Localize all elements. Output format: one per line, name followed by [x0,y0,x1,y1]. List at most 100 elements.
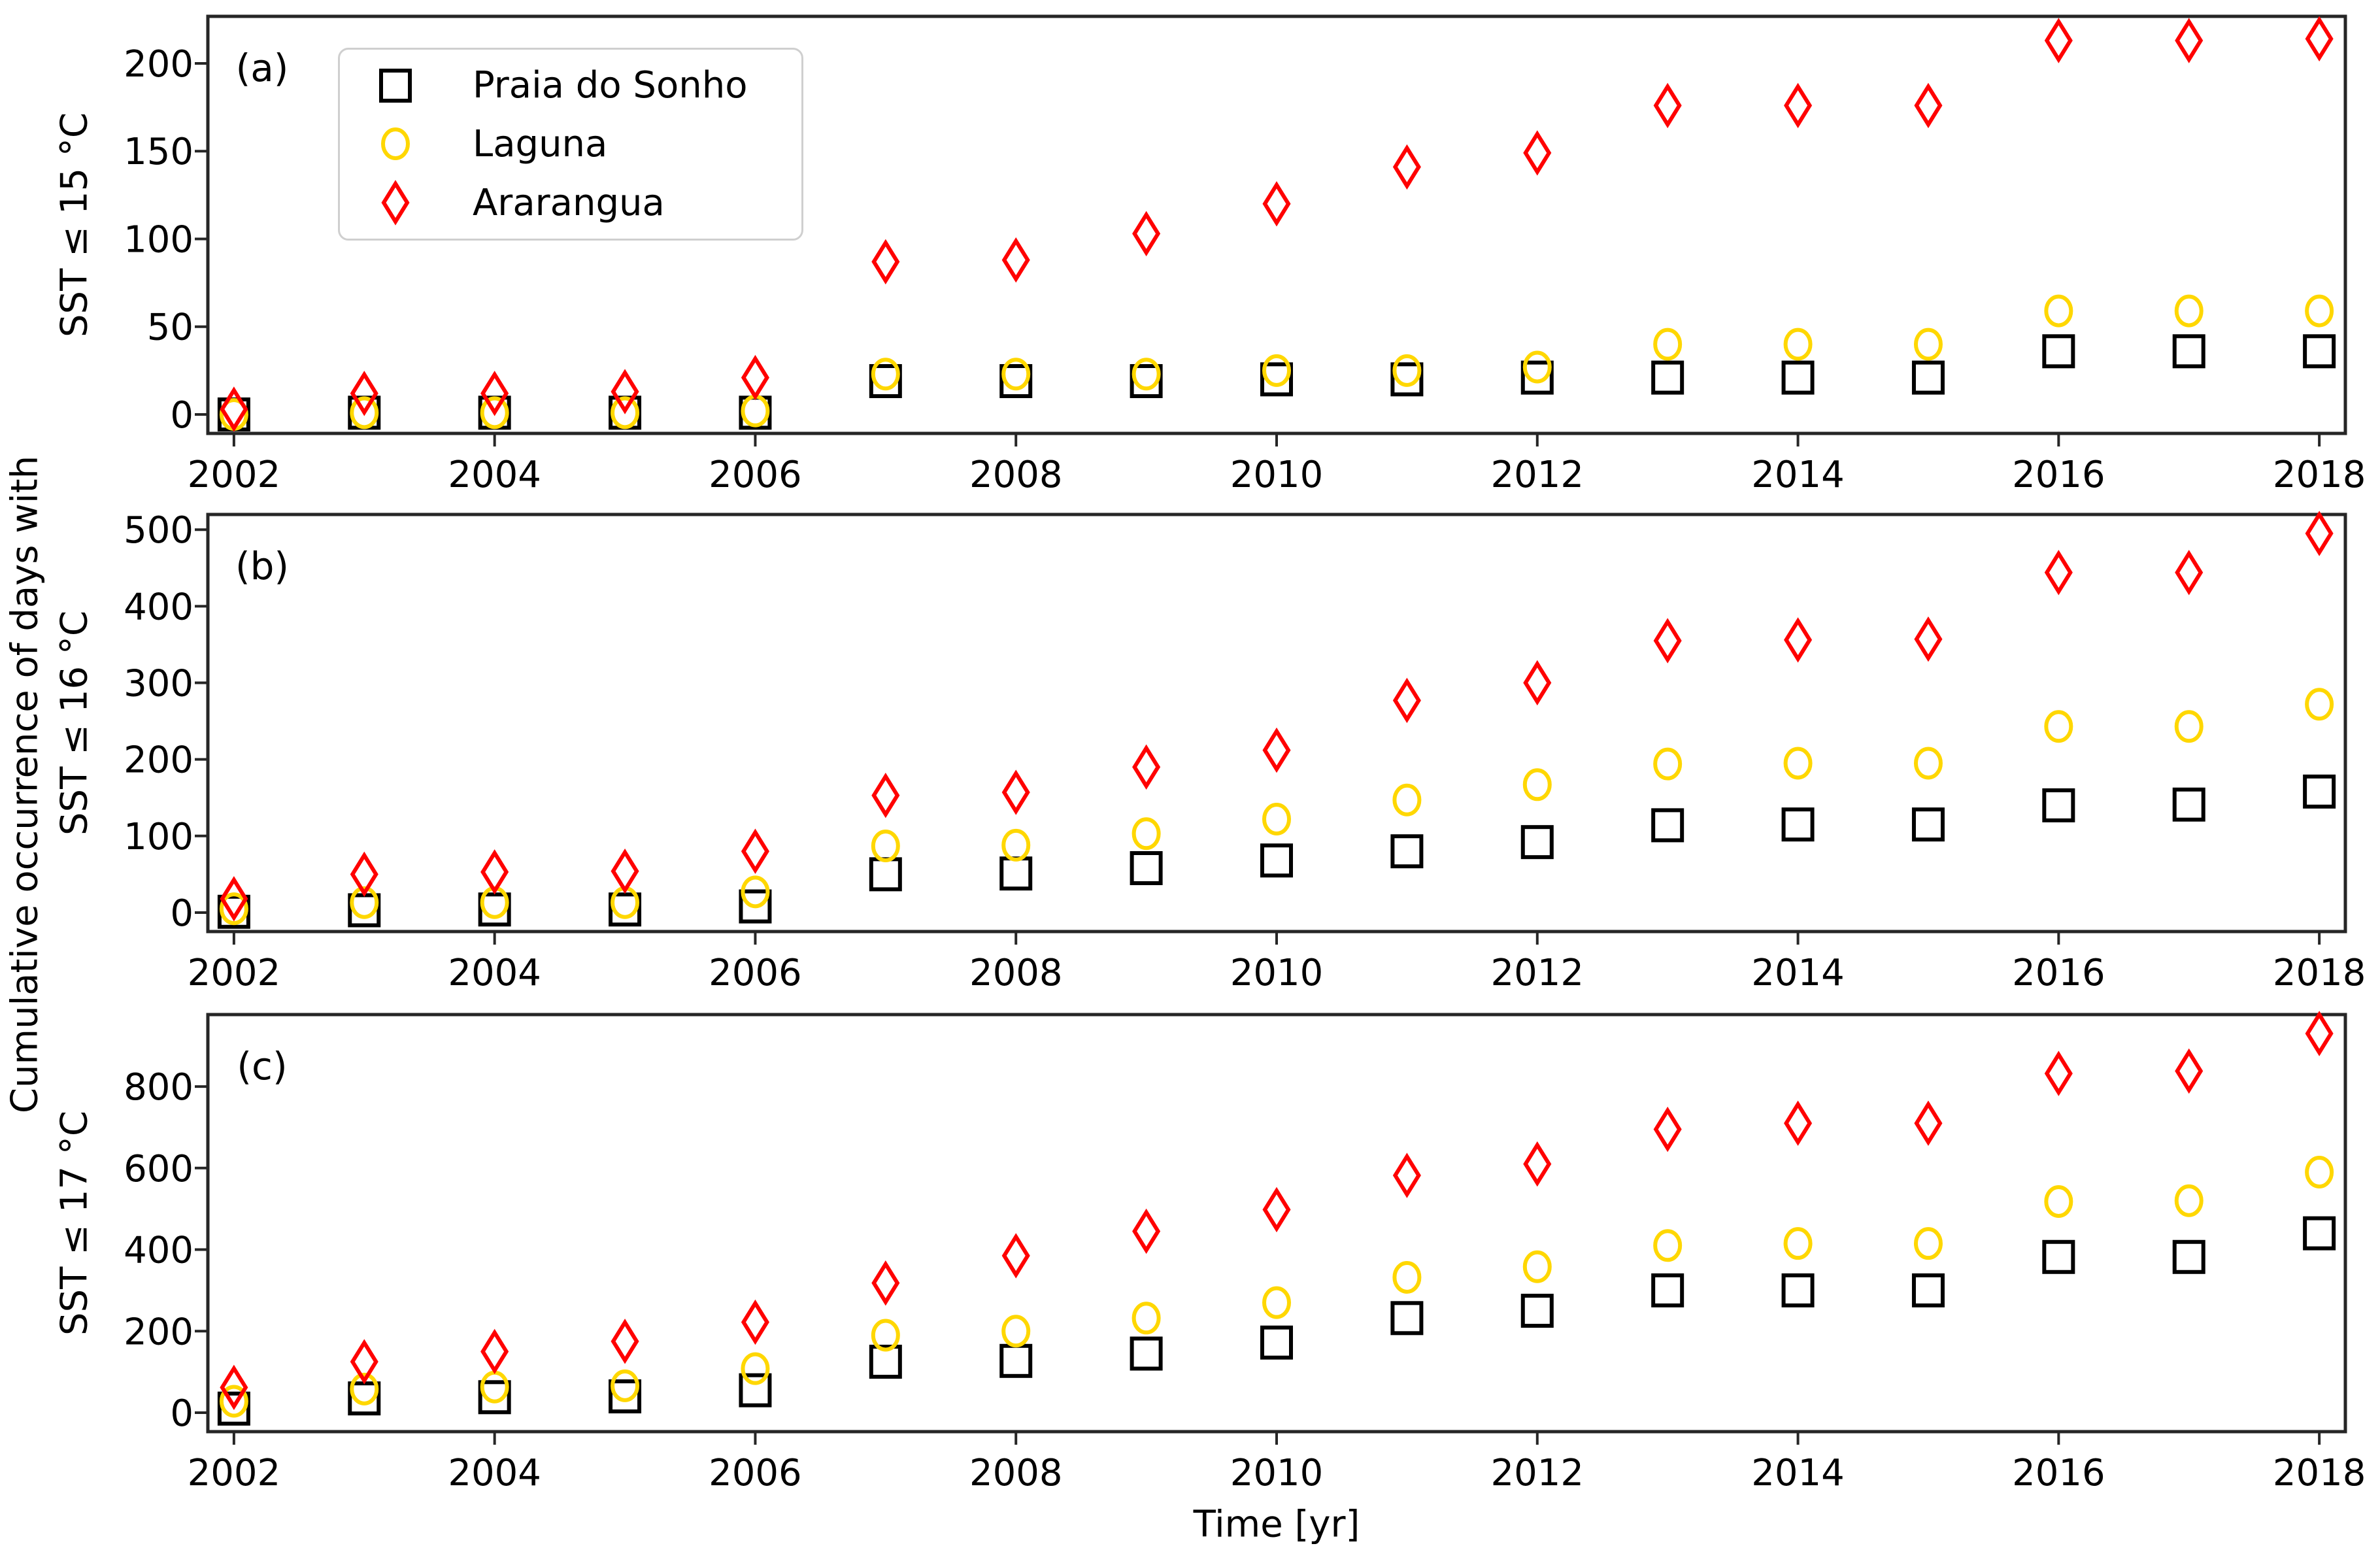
diamond-marker [1653,82,1682,129]
x-tick-label: 2018 [2273,952,2366,994]
x-tick-label: 2008 [969,1452,1063,1494]
xaxis-label: Time [yr] [1193,1503,1360,1546]
diamond-marker [1784,82,1813,129]
x-tick-label: 2004 [448,1452,541,1494]
circle-marker [1522,350,1552,384]
circle-marker [1262,354,1291,387]
diamond-marker [871,1260,900,1306]
x-tick-label: 2012 [1491,1452,1584,1494]
circle-marker [2044,1185,2073,1218]
x-tick-label: 2006 [709,1452,802,1494]
x-tick-label: 2002 [188,454,281,496]
diamond-marker [1262,1186,1291,1233]
x-tick-label: 2018 [2273,1452,2366,1494]
circle-marker [1131,1302,1161,1335]
circle-marker [350,886,379,919]
circle-marker-icon [381,127,410,161]
plot-box-(c) [206,1013,2347,1434]
diamond-marker [1132,210,1161,257]
square-marker [478,1380,511,1415]
square-marker [1651,360,1684,395]
square-marker [2303,334,2336,369]
diamond-marker [1001,237,1030,283]
square-marker [2172,1239,2205,1274]
circle-marker [2305,294,2334,328]
y-tick-label: 800 [124,1066,193,1109]
circle-marker [1653,747,1683,781]
panel-c-ylabel: SST ≤ 17 °C [53,1111,96,1336]
x-tick-label: 2016 [2012,454,2105,496]
panel-markers-(b) [217,511,2336,929]
square-marker [1260,362,1293,397]
diamond-marker [871,239,900,285]
circle-marker [2305,688,2334,721]
square-marker [2042,788,2075,822]
panel-c-letter: (c) [237,1044,288,1088]
diamond-marker [1653,618,1682,664]
square-marker [1260,1325,1293,1360]
diamond-marker [1523,1141,1552,1187]
square-marker [1911,807,1945,842]
circle-marker [1262,803,1291,836]
circle-marker [741,394,770,428]
shared-ylabel: Cumulative occurrence of days with [3,455,46,1114]
circle-marker [350,396,379,429]
panel-b-ylabel: SST ≤ 16 °C [53,611,96,835]
circle-marker [1522,768,1552,801]
square-marker [1651,808,1684,843]
square-marker [2042,1239,2075,1274]
diamond-marker [1914,82,1943,129]
legend-item-laguna: Laguna [340,121,801,167]
diamond-marker [2175,1048,2204,1094]
circle-marker [2174,710,2204,743]
legend-label: Praia do Sonho [473,64,748,107]
circle-marker [1913,747,1943,780]
square-marker [1911,1273,1945,1307]
square-marker [217,1391,250,1426]
square-marker [1781,1273,1815,1307]
square-marker [999,856,1033,891]
square-marker [379,68,412,103]
circle-marker [2044,710,2073,743]
square-marker [1130,363,1163,398]
square-marker [609,892,642,927]
plot-box-(b) [206,513,2347,934]
circle-marker [871,358,900,391]
diamond-marker [1262,727,1291,773]
diamond-marker [2305,1011,2334,1056]
circle-marker [480,1370,509,1404]
x-tick-label: 2010 [1230,952,1324,994]
circle-marker [2174,294,2204,328]
circle-marker [219,1385,248,1418]
diamond-marker [350,851,378,898]
circle-marker [350,1372,379,1405]
y-tick-label: 200 [124,739,193,782]
diamond-marker [350,1339,378,1385]
diamond-marker [480,849,509,895]
circle-marker [2305,1156,2334,1189]
x-tick-label: 2008 [969,454,1063,496]
diamond-marker [480,371,509,416]
diamond-marker [1784,1100,1813,1146]
circle-marker [1131,358,1161,391]
y-tick-label: 200 [124,1311,193,1353]
square-marker [999,1343,1033,1378]
diamond-marker [1001,1233,1030,1279]
y-tick-label: 0 [170,1392,193,1435]
panel-markers-(c) [217,1011,2336,1426]
y-tick-label: 150 [124,131,193,173]
panel-b-letter: (b) [235,544,290,588]
x-tick-label: 2010 [1230,1452,1324,1494]
circle-marker [1392,783,1422,816]
diamond-marker [1914,1100,1943,1146]
x-tick-label: 2004 [448,454,541,496]
legend-item-ararangua: Ararangua [340,180,801,226]
circle-marker [1783,1227,1813,1260]
square-marker [2172,334,2205,369]
diamond-marker [1653,1106,1682,1153]
square-marker-icon [379,68,412,103]
square-marker [1390,1301,1424,1336]
square-marker [1520,360,1554,395]
circle-marker [1001,828,1031,862]
